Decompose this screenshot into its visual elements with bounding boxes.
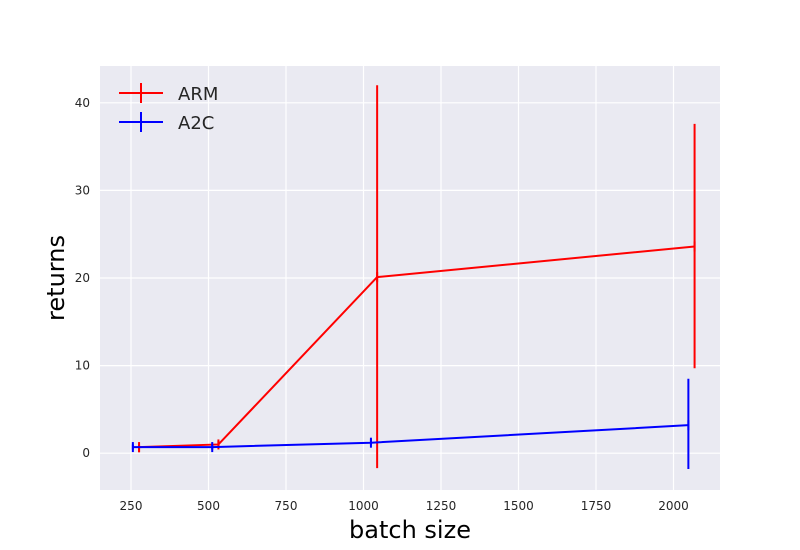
x-axis-label: batch size: [349, 516, 471, 544]
legend-label-a2c: A2C: [178, 113, 214, 134]
series-arm: [138, 85, 696, 469]
x-tick-labels: 250 500 750 1000 1250 1500 1750 2000: [120, 499, 689, 513]
x-tick-label: 1500: [503, 499, 534, 513]
x-tick-label: 1000: [348, 499, 379, 513]
y-tick-labels: 0 10 20 30 40: [75, 96, 90, 460]
y-tick-label: 0: [82, 446, 90, 460]
y-axis-label: returns: [42, 235, 70, 321]
x-tick-label: 750: [275, 499, 298, 513]
legend-label-arm: ARM: [178, 84, 218, 105]
series-layer: [131, 85, 696, 469]
x-tick-label: 1250: [426, 499, 457, 513]
series-line-a2c: [132, 424, 689, 449]
legend: ARM A2C: [119, 83, 218, 134]
legend-item-arm: ARM: [119, 83, 218, 105]
series-line-arm: [139, 245, 695, 449]
series-a2c: [131, 378, 690, 469]
y-tick-label: 20: [75, 271, 90, 285]
x-tick-label: 500: [197, 499, 220, 513]
y-tick-label: 10: [75, 359, 90, 373]
x-tick-label: 1750: [581, 499, 612, 513]
y-tick-label: 40: [75, 96, 90, 110]
x-tick-label: 2000: [658, 499, 689, 513]
legend-item-a2c: A2C: [119, 112, 214, 134]
x-tick-label: 250: [120, 499, 143, 513]
grid-lines: [100, 66, 720, 490]
y-tick-label: 30: [75, 183, 90, 197]
